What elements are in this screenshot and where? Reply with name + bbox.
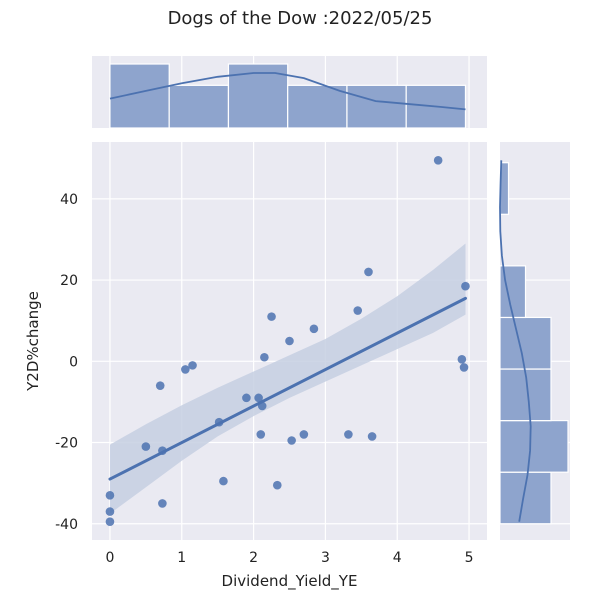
scatter-panel: 0 1 2 3 4 5 -40 -20 0 20 40 [55, 142, 487, 566]
y-marginal-panel [499, 142, 570, 540]
scatter-point [254, 393, 263, 403]
confidence-band [110, 243, 466, 514]
scatter-point [353, 306, 363, 315]
scatter-point [105, 491, 115, 500]
y-tick-label: 40 [60, 192, 78, 208]
x-tick-label: 4 [393, 550, 402, 566]
x-axis-label: Dividend_Yield_YE [222, 572, 358, 591]
x-marginal-panel [92, 56, 487, 129]
x-tick-label: 5 [465, 550, 474, 566]
x-tick-label: 0 [105, 550, 114, 566]
x-histogram-bar [346, 84, 407, 129]
scatter-point [260, 352, 269, 362]
scatter-point [344, 430, 353, 439]
scatter-point [219, 476, 228, 486]
y-tick-label: -20 [55, 436, 78, 452]
x-tick-label: 3 [321, 550, 330, 566]
scatter-point [457, 354, 467, 364]
scatter-point [299, 430, 309, 439]
x-histogram-bar [287, 84, 348, 129]
scatter-point [181, 365, 190, 374]
y-histogram-bar [499, 420, 569, 473]
y-axis-label: Y2D%change [24, 291, 42, 392]
y-histogram-bar [499, 316, 552, 370]
scatter-point [309, 324, 319, 334]
scatter-point [188, 361, 197, 370]
scatter-point [141, 442, 151, 451]
scatter-point [461, 281, 470, 291]
y-tick-label: 20 [60, 273, 78, 289]
figure-title: Dogs of the Dow :2022/05/25 [167, 8, 433, 29]
scatter-point [367, 432, 377, 441]
scatter-point [155, 381, 165, 390]
scatter-point [105, 517, 115, 527]
scatter-point [287, 436, 296, 445]
y-tick-label: -40 [55, 517, 78, 533]
scatter-point [433, 155, 443, 165]
x-kde-curve [109, 72, 466, 111]
scatter-point [105, 507, 115, 516]
scatter-point [256, 430, 266, 439]
x-histogram-bar [168, 84, 230, 129]
scatter-point [459, 363, 469, 372]
scatter-point [242, 393, 251, 403]
scatter-point [158, 499, 167, 508]
y-histogram-bar [499, 471, 552, 525]
scatter-point [285, 336, 294, 346]
y-tick-label: 0 [69, 354, 78, 370]
regression-line [108, 296, 467, 481]
scatter-point [267, 312, 276, 321]
x-tick-label: 1 [177, 550, 186, 566]
x-tick-label: 2 [249, 550, 258, 566]
y-kde-curve [499, 160, 532, 522]
scatter-point [364, 267, 373, 277]
scatter-point [272, 480, 282, 490]
axes-labels: Dividend_Yield_YE Y2D%change [24, 291, 357, 591]
